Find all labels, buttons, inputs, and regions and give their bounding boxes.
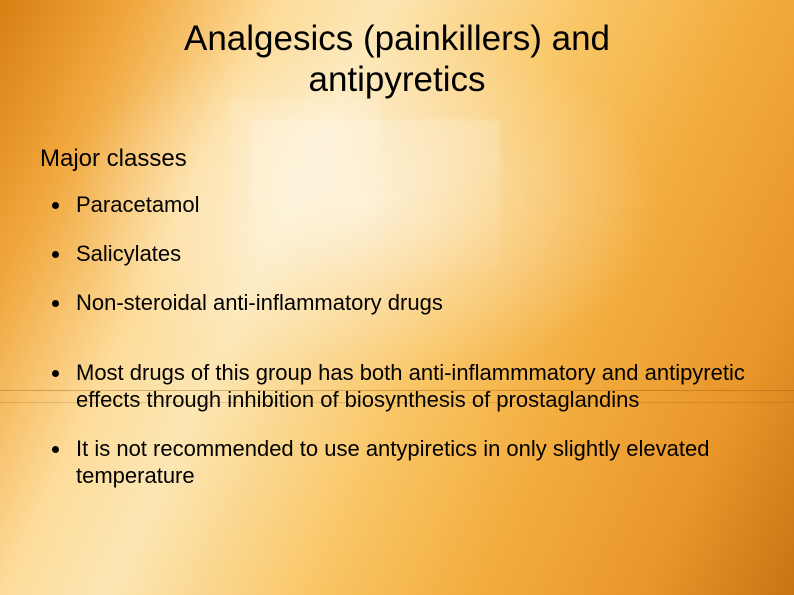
list-item: Paracetamol — [46, 192, 764, 219]
title-line-2: antipyretics — [308, 60, 485, 99]
bullet-text: Paracetamol — [76, 192, 200, 217]
bullet-text: It is not recommended to use antypiretic… — [76, 436, 709, 488]
bullet-text: Non-steroidal anti-inflammatory drugs — [76, 290, 443, 315]
slide-title: Analgesics (painkillers) and antipyretic… — [0, 18, 794, 101]
list-item: Most drugs of this group has both anti-i… — [46, 360, 764, 414]
list-item: It is not recommended to use antypiretic… — [46, 436, 764, 490]
list-item: Salicylates — [46, 241, 764, 268]
bullet-text: Most drugs of this group has both anti-i… — [76, 360, 745, 412]
slide-subtitle: Major classes — [40, 145, 187, 173]
title-line-1: Analgesics (painkillers) and — [184, 19, 610, 58]
list-item: Non-steroidal anti-inflammatory drugs — [46, 290, 764, 317]
slide: Analgesics (painkillers) and antipyretic… — [0, 0, 794, 595]
bullet-list: Paracetamol Salicylates Non-steroidal an… — [46, 192, 764, 512]
bullet-text: Salicylates — [76, 241, 181, 266]
